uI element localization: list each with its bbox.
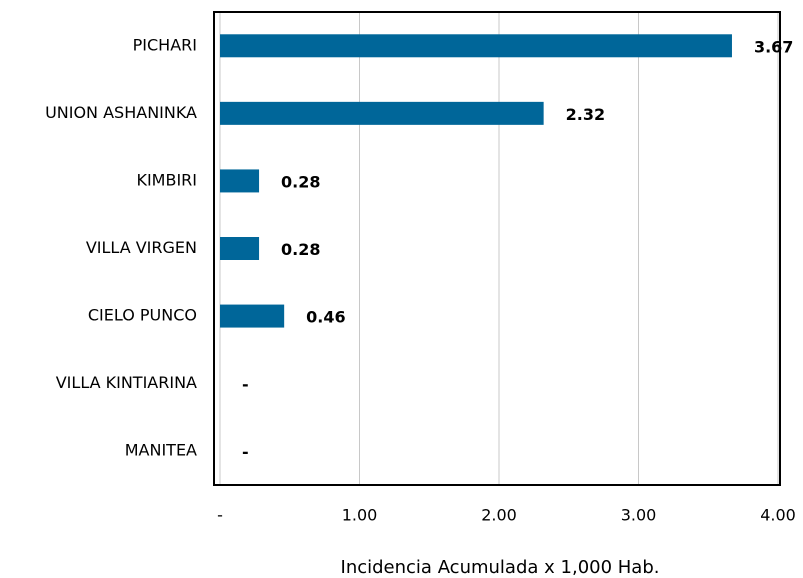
x-axis-label: Incidencia Acumulada x 1,000 Hab. [341,557,660,578]
value-label: 3.67 [754,37,793,56]
value-label: - [242,375,249,394]
value-label: 2.32 [566,105,605,124]
bar [220,304,285,328]
y-tick-label: UNION ASHANINKA [45,103,197,122]
x-tick-label: 3.00 [621,506,657,525]
x-tick-label: - [217,506,223,525]
plot-frame [213,11,781,486]
y-tick-label: PICHARI [133,35,197,54]
y-tick-label: KIMBIRI [136,170,197,189]
y-tick-label: VILLA VIRGEN [86,238,197,257]
x-tick-label: 1.00 [342,506,378,525]
bar [220,169,260,193]
y-tick-label: VILLA KINTIARINA [56,373,197,392]
y-tick-label: CIELO PUNCO [88,306,197,325]
value-label: 0.28 [281,172,320,191]
value-label: 0.28 [281,240,320,259]
y-tick-label: MANITEA [125,441,197,460]
value-label: - [242,443,249,462]
bar [220,101,544,125]
x-tick-label: 2.00 [481,506,517,525]
bar [220,237,260,260]
value-label: 0.46 [306,308,345,327]
bar [220,34,732,58]
x-tick-label: 4.00 [760,506,796,525]
